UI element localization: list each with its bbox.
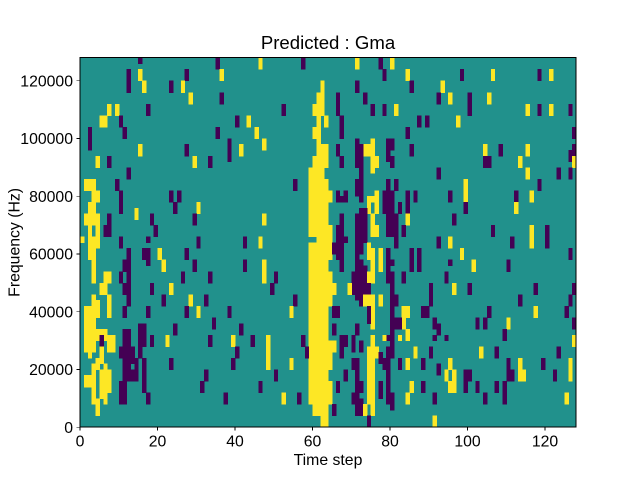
svg-text:60: 60 (304, 434, 322, 451)
svg-text:80: 80 (381, 434, 399, 451)
svg-text:20: 20 (149, 434, 167, 451)
svg-text:80000: 80000 (29, 189, 73, 206)
svg-text:Time step: Time step (294, 452, 363, 469)
svg-text:60000: 60000 (29, 247, 73, 264)
svg-text:Frequency (Hz): Frequency (Hz) (7, 188, 24, 297)
svg-text:100: 100 (454, 434, 481, 451)
svg-text:0: 0 (64, 420, 73, 437)
svg-text:120000: 120000 (20, 73, 73, 90)
svg-text:40000: 40000 (29, 304, 73, 321)
svg-text:40: 40 (226, 434, 244, 451)
svg-text:0: 0 (76, 434, 85, 451)
svg-text:120: 120 (532, 434, 559, 451)
svg-text:Predicted : Gma: Predicted : Gma (261, 32, 396, 53)
svg-text:100000: 100000 (20, 131, 73, 148)
svg-text:20000: 20000 (29, 362, 73, 379)
